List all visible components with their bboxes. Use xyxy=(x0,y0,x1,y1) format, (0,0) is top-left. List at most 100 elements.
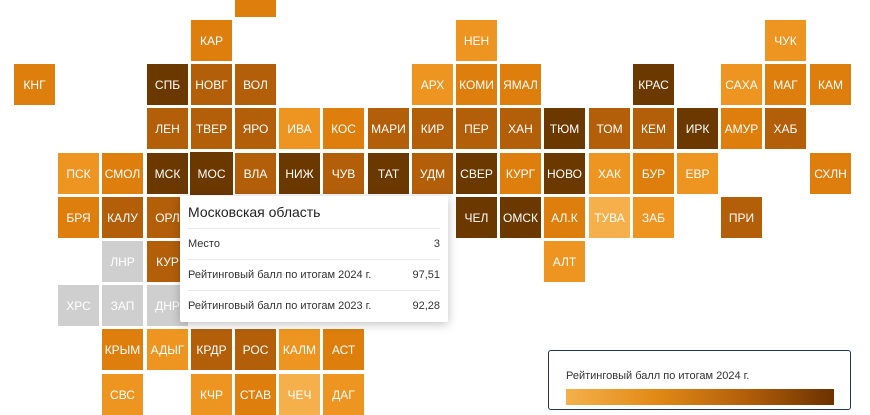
region-tile[interactable]: ИВА xyxy=(279,108,320,149)
region-tile-label: ХАН xyxy=(508,121,533,136)
region-tile[interactable]: ТАТ xyxy=(368,153,409,194)
region-tile-label: ВОЛ xyxy=(243,77,268,92)
region-tile[interactable]: НОВО xyxy=(544,153,585,194)
region-tile[interactable]: СВЕР xyxy=(456,153,497,194)
region-tile-label: КРЫМ xyxy=(104,342,141,357)
region-tile[interactable]: ВОЛ xyxy=(235,64,276,105)
region-tile[interactable]: КОМИ xyxy=(456,64,497,105)
region-tile[interactable]: КАР xyxy=(191,20,232,61)
region-tile[interactable]: ДАГ xyxy=(323,374,364,415)
region-tile-label: КЧР xyxy=(200,387,223,402)
region-tile[interactable]: МСК xyxy=(147,153,188,194)
region-tile[interactable]: СПБ xyxy=(147,64,188,105)
region-tile[interactable]: КАЛУ xyxy=(102,197,143,238)
tooltip-row-place: Место 3 xyxy=(188,228,440,259)
region-tile[interactable]: ХАК xyxy=(589,153,630,194)
region-tile[interactable]: УДМ xyxy=(412,153,453,194)
region-tile[interactable]: ЯМАЛ xyxy=(500,64,541,105)
tooltip-row-label: Место xyxy=(188,238,220,250)
region-tile[interactable]: КРАС xyxy=(633,64,674,105)
region-tile[interactable]: ХАБ xyxy=(765,108,806,149)
region-tile[interactable]: ЧЕЧ xyxy=(279,374,320,415)
region-tile[interactable]: ХРС xyxy=(58,285,99,326)
region-tile[interactable] xyxy=(235,0,276,17)
region-tile-label: ЧУК xyxy=(774,33,797,48)
region-tile[interactable]: СХЛН xyxy=(810,153,851,194)
region-tooltip: Московская область Место 3 Рейтинговый б… xyxy=(180,196,448,322)
region-tile[interactable]: ЛНР xyxy=(102,241,143,282)
region-tile-label: АЛТ xyxy=(552,254,577,269)
region-tile-label: СПБ xyxy=(154,77,181,92)
region-tile[interactable]: КЧР xyxy=(191,374,232,415)
region-tile-label: ЧУВ xyxy=(331,166,356,181)
region-tile-label: АСТ xyxy=(331,342,356,357)
region-tile[interactable]: ТОМ xyxy=(589,108,630,149)
region-tile[interactable]: БУР xyxy=(633,153,674,194)
region-tile-label: КОМИ xyxy=(459,77,494,92)
region-tile-label: ПСК xyxy=(66,166,91,181)
tooltip-title: Московская область xyxy=(188,204,321,220)
region-tile[interactable]: НОВГ xyxy=(191,64,232,105)
region-tile[interactable]: ПЕР xyxy=(456,108,497,149)
region-tile[interactable]: КЕМ xyxy=(633,108,674,149)
region-tile[interactable]: СМОЛ xyxy=(102,153,143,194)
region-tile[interactable]: ЧЕЛ xyxy=(456,197,497,238)
region-tile[interactable]: АДЫГ xyxy=(147,329,188,370)
region-tile-label: ДНР xyxy=(155,298,180,313)
region-tile[interactable]: МОС xyxy=(190,152,233,195)
region-tile[interactable]: ЗАБ xyxy=(633,197,674,238)
region-tile-label: ТЮМ xyxy=(549,121,580,136)
region-tile[interactable]: КРДР xyxy=(191,329,232,370)
region-tile-label: ВЛА xyxy=(243,166,268,181)
region-tile-label: МАРИ xyxy=(371,121,406,136)
region-tile[interactable]: КИР xyxy=(412,108,453,149)
region-tile[interactable]: ТУВА xyxy=(589,197,630,238)
region-tile[interactable]: ХАН xyxy=(500,108,541,149)
region-tile[interactable]: БРЯ xyxy=(58,197,99,238)
region-tile[interactable]: ОМСК xyxy=(500,197,541,238)
tooltip-row-value: 92,28 xyxy=(412,300,440,312)
region-tile[interactable]: ЕВР xyxy=(677,153,718,194)
region-tile[interactable]: ВЛА xyxy=(235,153,276,194)
region-tile[interactable]: СТАВ xyxy=(235,374,276,415)
region-tile[interactable]: КОС xyxy=(323,108,364,149)
region-tile-label: ТВЕР xyxy=(195,121,228,136)
region-tile[interactable]: НЕН xyxy=(456,20,497,61)
region-tile[interactable]: ЧУВ xyxy=(323,153,364,194)
region-tile[interactable]: КУРГ xyxy=(500,153,541,194)
region-tile[interactable]: ЧУК xyxy=(765,20,806,61)
region-tile[interactable]: ИРК xyxy=(677,108,718,149)
region-tile-label: ХРС xyxy=(66,298,91,313)
region-tile[interactable]: РОС xyxy=(235,329,276,370)
region-tile-label: ДАГ xyxy=(332,387,355,402)
region-tile[interactable]: НИЖ xyxy=(279,153,320,194)
region-tile-label: ПЕР xyxy=(464,121,489,136)
region-tile[interactable]: АСТ xyxy=(323,329,364,370)
region-tile[interactable]: АЛТ xyxy=(544,241,585,282)
region-tile[interactable]: АЛ.К xyxy=(544,197,585,238)
region-tile-label: МАГ xyxy=(773,77,798,92)
region-tile-label: НЕН xyxy=(463,33,490,48)
region-tile[interactable]: МАРИ xyxy=(368,108,409,149)
region-tile[interactable]: АРХ xyxy=(412,64,453,105)
region-tile[interactable]: САХА xyxy=(721,64,762,105)
region-tile-label: ХАК xyxy=(598,166,621,181)
region-tile[interactable]: ПРИ xyxy=(721,197,762,238)
region-tile[interactable]: АМУР xyxy=(721,108,762,149)
region-tile[interactable]: ЗАП xyxy=(102,285,143,326)
region-tile[interactable]: ПСК xyxy=(58,153,99,194)
region-tile-label: КАЛУ xyxy=(107,210,138,225)
region-tile-label: ЯМАЛ xyxy=(503,77,538,92)
region-tile[interactable]: КРЫМ xyxy=(102,329,143,370)
region-tile[interactable]: КАМ xyxy=(810,64,851,105)
region-tile[interactable]: ЛЕН xyxy=(147,108,188,149)
region-tile[interactable]: ТЮМ xyxy=(544,108,585,149)
region-tile[interactable]: ТВЕР xyxy=(191,108,232,149)
region-tile[interactable]: ЯРО xyxy=(235,108,276,149)
region-tile[interactable]: СВС xyxy=(102,374,143,415)
region-tile[interactable]: МАГ xyxy=(765,64,806,105)
region-tile-label: АРХ xyxy=(420,77,445,92)
region-tile[interactable]: КНГ xyxy=(14,64,55,105)
region-tile[interactable]: КАЛМ xyxy=(279,329,320,370)
region-tile-label: ХАБ xyxy=(773,121,798,136)
